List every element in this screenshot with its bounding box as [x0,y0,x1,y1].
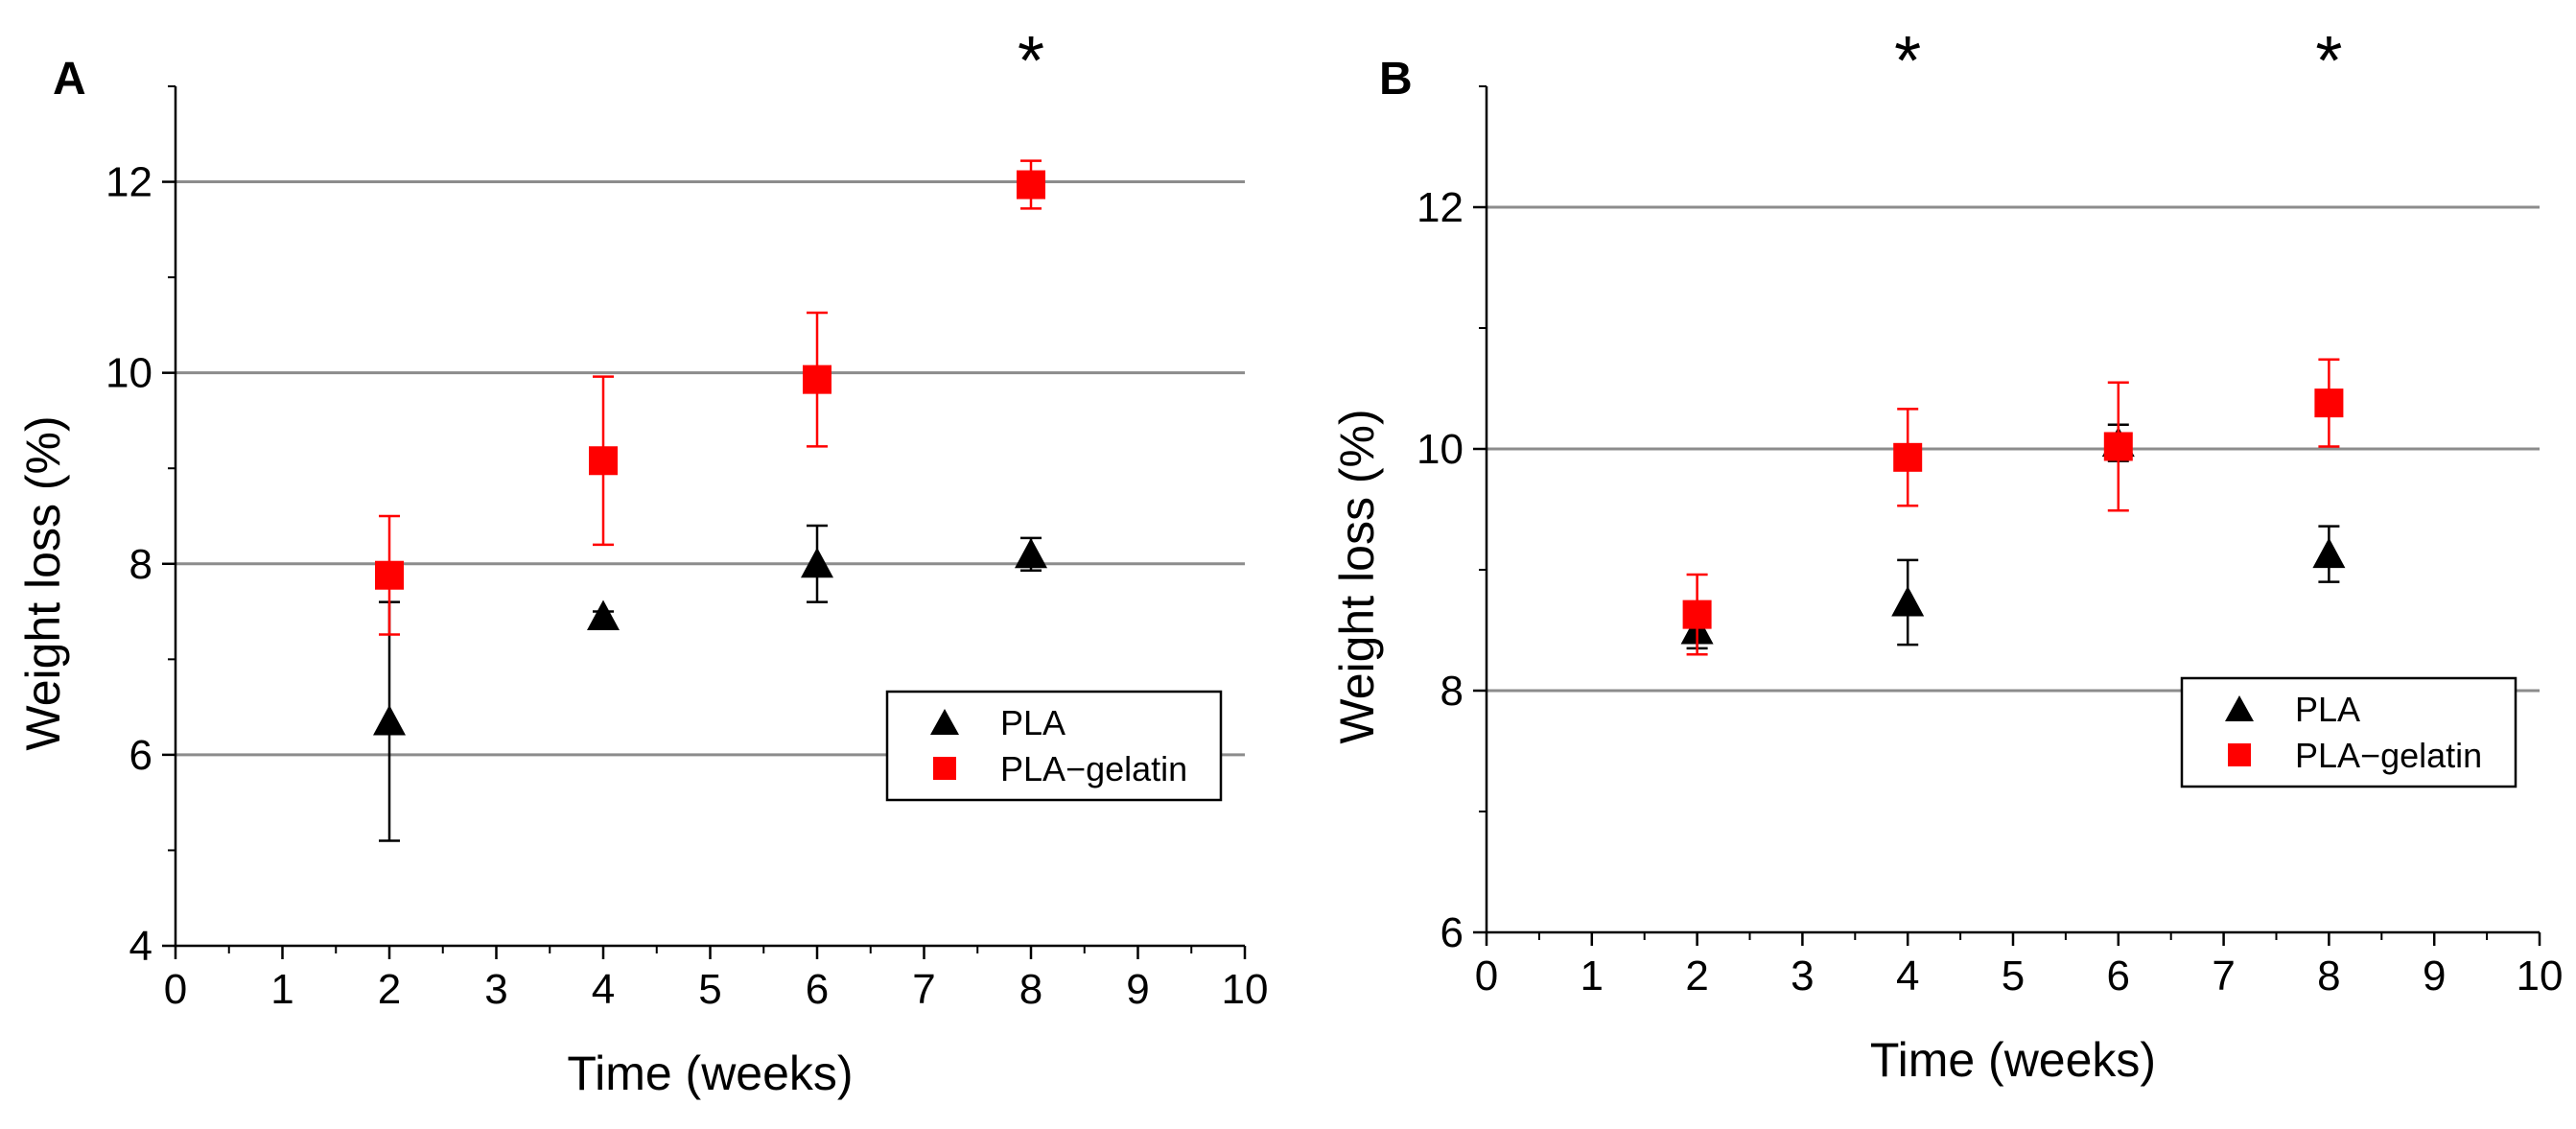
x-tick-label: 2 [378,966,401,1013]
x-tick-label: 3 [1791,953,1814,1000]
y-tick-label: 12 [105,159,152,206]
y-tick-label: 10 [105,350,152,397]
x-tick-label: 0 [164,966,187,1013]
y-tick-label: 12 [1417,184,1464,231]
legend-marker-triangle [930,709,959,735]
legend-marker-triangle [2225,695,2254,721]
y-tick-label: 6 [129,732,152,779]
series-pla-gelatin [375,159,1045,636]
significance-star: * [2315,23,2342,100]
data-point-triangle [1015,537,1047,569]
significance-star: * [1018,23,1044,100]
panel-label: B [1379,54,1413,105]
legend-label-pla-gelatin: PLA−gelatin [1000,749,1187,788]
x-tick-label: 8 [1019,966,1042,1013]
data-point-square [1893,442,1923,472]
data-point-square [375,560,404,590]
x-tick-label: 4 [1896,953,1919,1000]
x-axis-label: Time (weeks) [1870,1033,2156,1087]
x-axis-label: Time (weeks) [567,1047,853,1100]
x-tick-label: 3 [484,966,507,1013]
x-tick-label: 9 [1126,966,1149,1013]
y-axis-label: Weight loss (%) [16,415,70,750]
legend-marker-square [2228,743,2251,766]
y-tick-label: 4 [129,923,152,970]
legend-marker-square [933,757,956,780]
x-tick-label: 7 [2212,953,2235,1000]
data-point-square [589,446,618,476]
significance-star: * [1894,23,1921,100]
x-tick-label: 5 [2002,953,2025,1000]
x-tick-label: 1 [270,966,293,1013]
legend-label-pla: PLA [2295,690,2360,729]
legend: PLA PLA−gelatin [885,690,1223,802]
x-tick-label: 4 [592,966,615,1013]
x-tick-label: 8 [2317,953,2340,1000]
y-tick-label: 10 [1417,426,1464,473]
x-tick-label: 0 [1475,953,1498,1000]
data-point-square [803,365,831,394]
series-pla [373,524,1047,842]
y-tick-label: 6 [1440,909,1464,956]
y-axis-label: Weight loss (%) [1330,409,1384,743]
data-point-triangle [801,547,833,578]
data-point-square [2314,388,2344,418]
x-tick-label: 6 [806,966,829,1013]
y-tick-label: 8 [1440,668,1464,715]
legend-box [885,690,1223,802]
legend: PLA PLA−gelatin [2180,676,2517,788]
x-tick-label: 9 [2423,953,2446,1000]
x-tick-label: 1 [1581,953,1604,1000]
data-point-square [1682,600,1712,629]
x-tick-label: 7 [912,966,935,1013]
x-tick-label: 5 [698,966,721,1013]
data-point-triangle [2312,537,2346,569]
x-tick-label: 10 [1222,966,1269,1013]
x-tick-label: 10 [2517,953,2564,1000]
legend-label-pla-gelatin: PLA−gelatin [2295,736,2482,775]
data-point-triangle [587,600,620,630]
y-tick-label: 8 [129,541,152,588]
legend-box [2180,676,2517,788]
legend-label-pla: PLA [1000,703,1066,742]
data-point-triangle [1891,586,1925,617]
x-tick-label: 2 [1685,953,1708,1000]
series-pla-gelatin [1682,358,2344,656]
data-point-triangle [373,705,406,736]
panel-label: A [53,54,86,105]
x-tick-label: 6 [2107,953,2130,1000]
data-point-square [1017,170,1045,200]
data-point-square [2103,432,2133,461]
